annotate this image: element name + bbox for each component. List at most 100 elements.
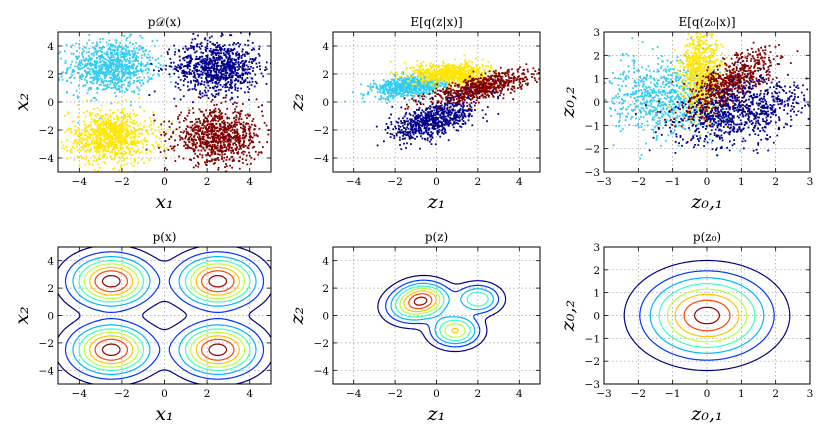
scatter-point — [475, 65, 478, 68]
scatter-point — [107, 132, 110, 135]
scatter-point — [248, 68, 251, 70]
scatter-point — [235, 43, 238, 46]
scatter-point — [123, 128, 125, 130]
scatter-point — [89, 59, 92, 62]
scatter-point — [231, 51, 234, 54]
scatter-point — [459, 79, 461, 82]
scatter-point — [111, 79, 113, 82]
scatter-point — [137, 60, 139, 63]
scatter-point — [199, 153, 201, 156]
scatter-point — [107, 142, 110, 144]
scatter-point — [95, 134, 98, 136]
scatter-point — [172, 68, 175, 71]
scatter-point — [96, 72, 99, 74]
scatter-point — [102, 148, 105, 151]
scatter-point — [89, 63, 92, 66]
scatter-point — [134, 152, 137, 154]
scatter-point — [185, 135, 187, 138]
scatter-point — [285, 60, 287, 62]
scatter-point — [232, 124, 235, 127]
scatter-point — [128, 57, 131, 60]
scatter-point — [75, 42, 77, 45]
scatter-point — [247, 44, 250, 47]
scatter-point — [114, 45, 117, 47]
scatter-point — [108, 143, 111, 145]
scatter-point — [208, 36, 211, 39]
scatter-point — [382, 86, 384, 89]
scatter-point — [193, 74, 196, 76]
scatter-point — [217, 49, 219, 52]
scatter-point — [122, 159, 125, 162]
scatter-point — [429, 89, 432, 91]
scatter-point — [96, 130, 99, 132]
scatter-point — [258, 65, 261, 68]
scatter-point — [266, 141, 268, 143]
scatter-point — [76, 56, 78, 58]
scatter-point — [446, 82, 449, 85]
scatter-point — [119, 58, 122, 61]
scatter-point — [217, 108, 220, 111]
scatter-point — [194, 138, 197, 141]
scatter-point — [155, 136, 158, 138]
scatter-point — [185, 47, 188, 50]
scatter-point — [397, 78, 399, 80]
scatter-point — [94, 119, 97, 122]
scatter-point — [108, 146, 110, 148]
scatter-point — [118, 160, 120, 163]
scatter-point — [209, 120, 212, 123]
scatter-point — [98, 46, 101, 49]
scatter-point — [483, 70, 486, 73]
scatter-point — [200, 137, 203, 140]
scatter-point — [100, 47, 103, 50]
scatter-point — [139, 122, 142, 125]
scatter-point — [197, 96, 200, 98]
scatter-point — [121, 152, 124, 155]
scatter-point — [344, 100, 347, 103]
scatter-point — [410, 81, 413, 83]
scatter-point — [215, 82, 217, 85]
scatter-point — [119, 124, 121, 127]
scatter-point — [77, 63, 80, 66]
scatter-point — [213, 76, 216, 79]
scatter-point — [223, 139, 225, 142]
scatter-point — [229, 86, 232, 89]
scatter-point — [238, 148, 240, 151]
scatter-point — [186, 67, 189, 69]
scatter-point — [232, 71, 234, 73]
scatter-point — [128, 65, 130, 67]
scatter-point — [158, 70, 160, 72]
scatter-point — [411, 79, 413, 82]
scatter-point — [423, 88, 425, 91]
scatter-point — [84, 158, 87, 161]
scatter-point — [237, 87, 239, 90]
scatter-point — [239, 145, 242, 148]
scatter-point — [235, 105, 238, 108]
scatter-point — [171, 147, 173, 150]
scatter-point — [89, 138, 92, 140]
scatter-point — [121, 56, 124, 58]
scatter-point — [100, 46, 102, 49]
scatter-point — [89, 62, 91, 65]
scatter-point — [91, 46, 94, 49]
scatter-point — [400, 76, 403, 79]
scatter-point — [180, 67, 183, 69]
scatter-point — [158, 146, 160, 149]
scatter-point — [223, 67, 226, 70]
scatter-point — [233, 42, 235, 44]
scatter-point — [487, 65, 490, 67]
scatter-point — [403, 88, 406, 91]
scatter-point — [224, 70, 227, 73]
scatter-point — [218, 81, 220, 84]
scatter-point — [243, 62, 246, 64]
scatter-point — [189, 133, 191, 136]
scatter-point — [198, 46, 201, 48]
scatter-point — [213, 111, 216, 114]
scatter-point — [83, 64, 86, 67]
scatter-point — [442, 73, 445, 75]
scatter-point — [116, 63, 118, 65]
scatter-point — [93, 52, 95, 55]
scatter-point — [112, 44, 115, 47]
scatter-point — [216, 82, 219, 85]
scatter-point — [109, 129, 112, 132]
scatter-point — [128, 60, 131, 63]
